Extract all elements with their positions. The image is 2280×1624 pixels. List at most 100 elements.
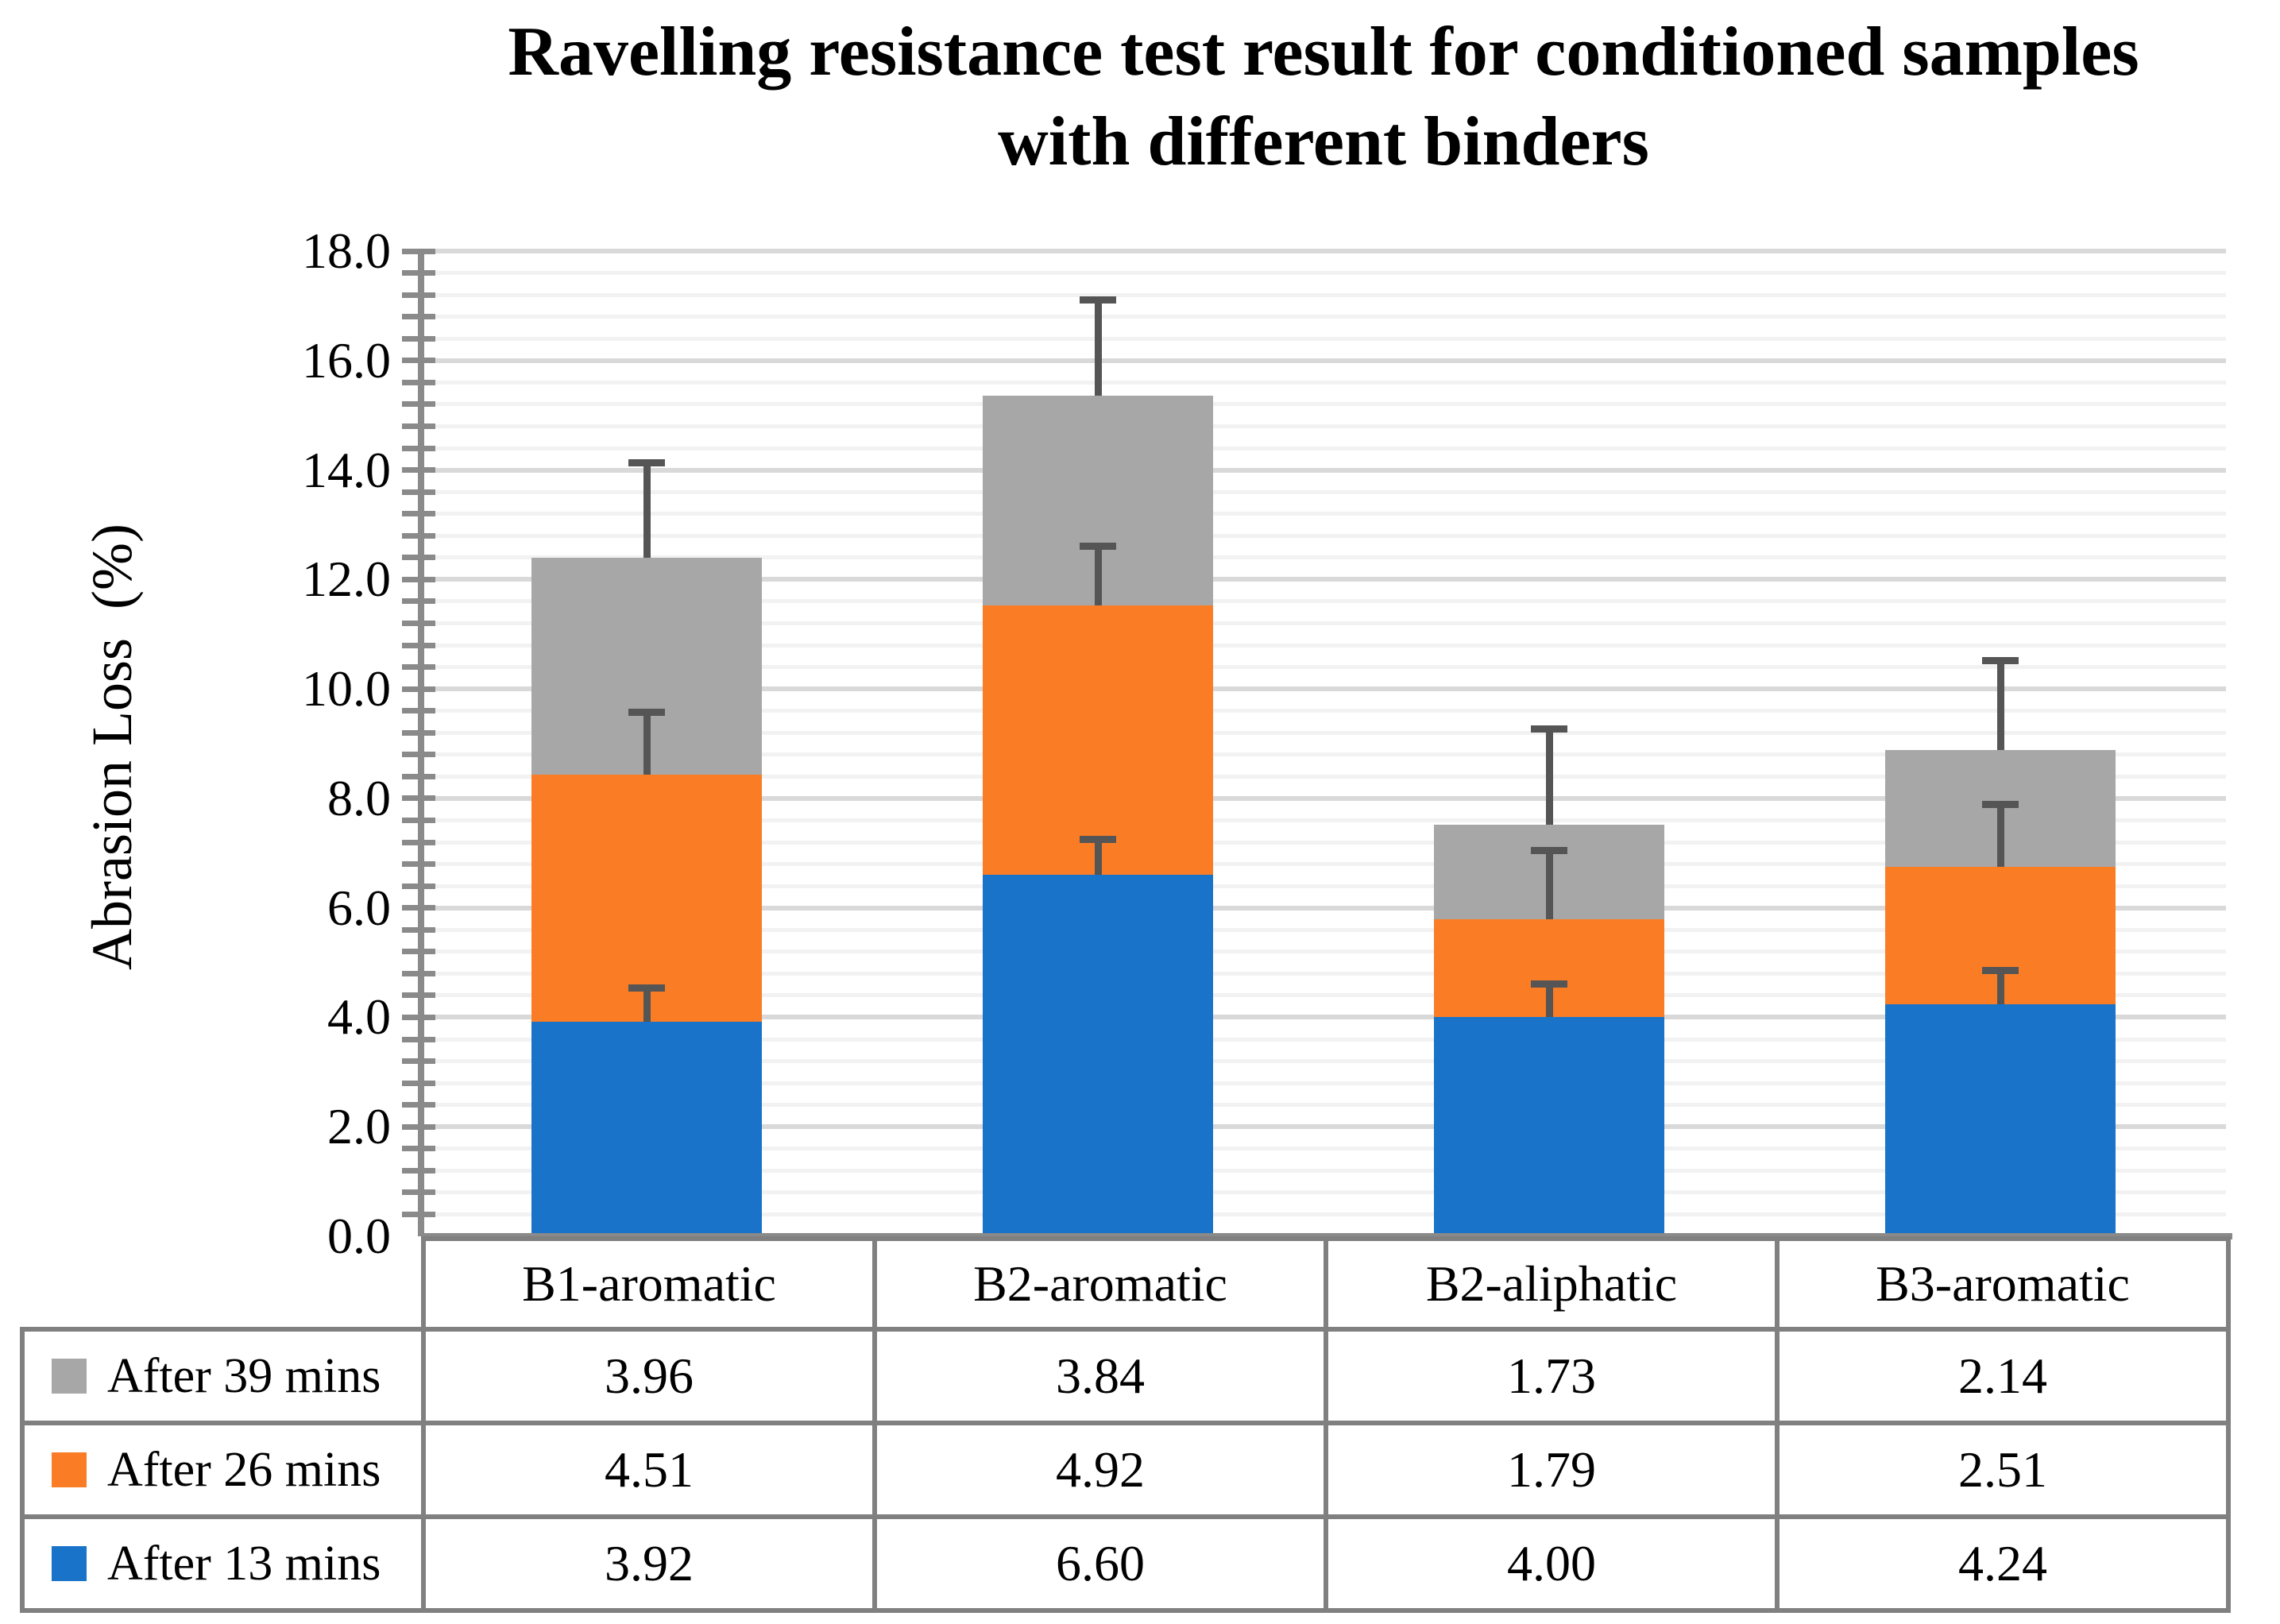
grid-line-minor: [421, 884, 2226, 888]
y-axis-tick: [402, 1102, 435, 1108]
grid-line-minor: [421, 818, 2226, 822]
error-bar-cap: [1982, 657, 2019, 665]
grid-line-minor: [421, 446, 2226, 450]
grid-line-minor: [421, 380, 2226, 385]
error-bar-stem: [643, 712, 651, 775]
grid-line-minor: [421, 665, 2226, 670]
y-tick-label: 8.0: [327, 769, 391, 826]
error-bar-cap: [1080, 542, 1116, 550]
grid-line-minor: [421, 489, 2226, 494]
table-value-cell: 4.92: [872, 1421, 1328, 1519]
y-axis-tick: [402, 467, 435, 474]
legend-label: After 13 mins: [107, 1536, 381, 1591]
grid-line-minor: [421, 862, 2226, 867]
grid-line-minor: [421, 1190, 2226, 1195]
grid-line-minor: [421, 1037, 2226, 1042]
legend-item-after-26-mins: After 26 mins: [20, 1421, 426, 1519]
error-bar-stem: [1996, 660, 2004, 750]
y-axis-tick: [402, 314, 435, 320]
y-tick-label: 18.0: [302, 222, 391, 279]
y-axis-tick: [402, 949, 435, 955]
y-axis-tick: [402, 686, 435, 692]
bar-segment-after-13-mins: [1885, 1003, 2116, 1236]
error-bar-stem: [1996, 970, 2004, 1004]
table-header-cell: B3-aromatic: [1775, 1236, 2231, 1332]
y-axis-tick: [402, 905, 435, 911]
y-axis-tick: [402, 795, 435, 802]
table-header-cell: B1-aromatic: [421, 1236, 877, 1332]
legend-swatch-after-39-mins: [52, 1359, 87, 1394]
y-tick-label: 12.0: [302, 551, 391, 608]
y-axis-tick: [402, 1211, 435, 1217]
error-bar-cap: [628, 709, 665, 717]
grid-line-minor: [421, 1103, 2226, 1108]
grid-line-minor: [421, 533, 2226, 538]
grid-line-minor: [421, 336, 2226, 341]
y-tick-label: 4.0: [327, 988, 391, 1046]
grid-line-minor: [421, 1081, 2226, 1085]
grid-line-minor: [421, 927, 2226, 932]
y-tick-label: 14.0: [302, 441, 391, 498]
y-axis-tick: [402, 970, 435, 976]
error-bar-stem: [1545, 983, 1553, 1018]
y-axis-tick: [402, 664, 435, 671]
error-bar-cap: [1531, 980, 1567, 988]
grid-line-minor: [421, 971, 2226, 976]
error-bar-cap: [1080, 835, 1116, 843]
grid-line-minor: [421, 774, 2226, 779]
grid-line-minor: [421, 1059, 2226, 1064]
y-axis-tick: [402, 708, 435, 714]
grid-line-minor: [421, 730, 2226, 735]
y-axis-tick: [402, 1146, 435, 1152]
legend-item-after-13-mins: After 13 mins: [20, 1514, 426, 1613]
legend-label: After 26 mins: [107, 1442, 381, 1497]
y-axis-tick: [402, 752, 435, 758]
y-axis-tick: [402, 489, 435, 495]
y-axis-title: Abrasion Loss (%): [80, 524, 144, 970]
error-bar-cap: [628, 458, 665, 466]
error-bar-cap: [1531, 725, 1567, 733]
table-value-cell: 6.60: [872, 1514, 1328, 1613]
grid-line-minor: [421, 1146, 2226, 1151]
y-tick-label: 16.0: [302, 331, 391, 389]
bar-segment-after-26-mins: [531, 775, 762, 1022]
error-bar-stem: [1094, 299, 1102, 396]
y-axis-tick: [402, 1058, 435, 1065]
y-axis-tick: [402, 1167, 435, 1174]
error-bar-stem: [643, 462, 651, 559]
y-axis-tick: [402, 1036, 435, 1042]
table-value-cell: 2.51: [1775, 1421, 2231, 1519]
y-axis-tick: [402, 620, 435, 626]
grid-line-minor: [421, 643, 2226, 648]
y-axis-tick: [402, 817, 435, 823]
y-axis-tick: [402, 642, 435, 648]
table-value-cell: 2.14: [1775, 1327, 2231, 1425]
table-header-cell: B2-aromatic: [872, 1236, 1328, 1332]
y-axis-tick: [402, 445, 435, 451]
legend-label: After 39 mins: [107, 1348, 381, 1403]
y-axis-tick: [402, 861, 435, 868]
table-header-cell: B2-aliphatic: [1324, 1236, 1780, 1332]
y-axis-tick: [402, 532, 435, 539]
grid-line-major: [421, 686, 2226, 692]
error-bar-cap: [1080, 296, 1116, 304]
grid-line-minor: [421, 423, 2226, 428]
y-axis-tick: [402, 1080, 435, 1086]
error-bar-cap: [1531, 847, 1567, 855]
y-axis-tick: [402, 511, 435, 517]
error-bar-stem: [643, 988, 651, 1022]
grid-line-minor: [421, 402, 2226, 407]
y-axis-tick: [402, 598, 435, 605]
y-axis-tick: [402, 729, 435, 736]
y-axis-tick: [402, 270, 435, 276]
y-axis-tick: [402, 292, 435, 298]
y-axis-tick: [402, 1189, 435, 1196]
grid-line-major: [421, 795, 2226, 801]
legend-swatch-after-13-mins: [52, 1546, 87, 1581]
grid-line-minor: [421, 949, 2226, 954]
bar-segment-after-13-mins: [531, 1021, 762, 1236]
y-axis-tick: [402, 883, 435, 889]
bar-segment-after-13-mins: [983, 875, 1213, 1236]
grid-line-minor: [421, 709, 2226, 713]
